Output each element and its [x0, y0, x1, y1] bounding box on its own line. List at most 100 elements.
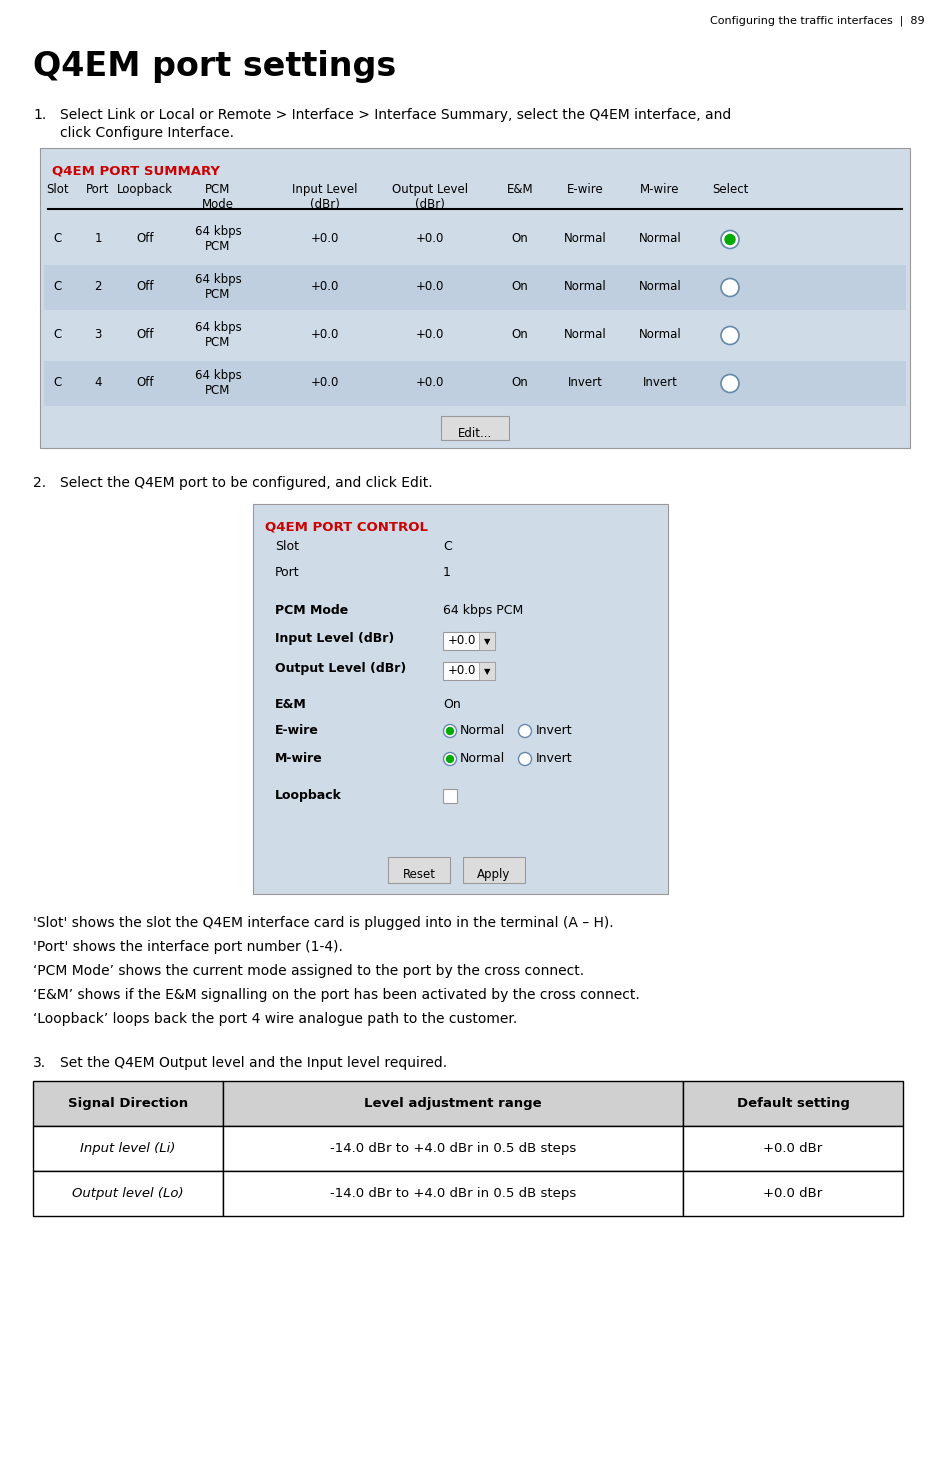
Text: Off: Off: [136, 280, 154, 293]
FancyBboxPatch shape: [33, 1126, 223, 1171]
Text: C: C: [54, 328, 62, 341]
Text: 1: 1: [443, 566, 451, 579]
Text: Apply: Apply: [477, 868, 511, 881]
Text: 'Slot' shows the slot the Q4EM interface card is plugged into in the terminal (A: 'Slot' shows the slot the Q4EM interface…: [33, 916, 613, 930]
Text: Reset: Reset: [402, 868, 436, 881]
FancyBboxPatch shape: [223, 1171, 683, 1216]
FancyBboxPatch shape: [253, 504, 668, 894]
Text: Select: Select: [711, 184, 748, 195]
Text: Normal: Normal: [460, 725, 505, 736]
Text: +0.0: +0.0: [311, 328, 340, 341]
Text: Off: Off: [136, 328, 154, 341]
Text: 2.: 2.: [33, 475, 47, 490]
Text: Select the Q4EM port to be configured, and click Edit.: Select the Q4EM port to be configured, a…: [60, 475, 433, 490]
Text: Output Level (dBr): Output Level (dBr): [275, 662, 406, 675]
Text: +0.0: +0.0: [311, 232, 340, 245]
FancyBboxPatch shape: [40, 149, 910, 448]
Text: Q4EM port settings: Q4EM port settings: [33, 50, 397, 83]
Text: C: C: [54, 232, 62, 245]
Circle shape: [725, 235, 735, 245]
FancyBboxPatch shape: [33, 1171, 223, 1216]
Text: Signal Direction: Signal Direction: [68, 1096, 188, 1110]
Text: Select Link or Local or Remote > Interface > Interface Summary, select the Q4EM : Select Link or Local or Remote > Interfa…: [60, 108, 731, 122]
Text: On: On: [512, 232, 529, 245]
Text: 4: 4: [94, 376, 102, 389]
Text: Q4EM PORT SUMMARY: Q4EM PORT SUMMARY: [52, 163, 220, 176]
Circle shape: [721, 278, 739, 296]
Text: 1.: 1.: [33, 108, 47, 122]
Text: +0.0 dBr: +0.0 dBr: [764, 1142, 823, 1155]
Text: +0.0: +0.0: [311, 280, 340, 293]
Text: On: On: [512, 376, 529, 389]
FancyBboxPatch shape: [683, 1126, 903, 1171]
Text: +0.0: +0.0: [448, 663, 476, 677]
Text: 'Port' shows the interface port number (1-4).: 'Port' shows the interface port number (…: [33, 940, 343, 954]
Text: ‘E&M’ shows if the E&M signalling on the port has been activated by the cross co: ‘E&M’ shows if the E&M signalling on the…: [33, 989, 640, 1002]
Text: Output Level
(dBr): Output Level (dBr): [392, 184, 468, 211]
Text: Loopback: Loopback: [275, 789, 341, 802]
Text: Normal: Normal: [639, 280, 681, 293]
Text: E&M: E&M: [275, 698, 307, 712]
Text: PCM Mode: PCM Mode: [275, 604, 348, 617]
FancyBboxPatch shape: [683, 1171, 903, 1216]
Text: 1: 1: [94, 232, 102, 245]
Text: +0.0: +0.0: [311, 376, 340, 389]
Text: E-wire: E-wire: [567, 184, 603, 195]
Text: Default setting: Default setting: [737, 1096, 849, 1110]
Text: ▼: ▼: [484, 637, 491, 646]
FancyBboxPatch shape: [33, 1080, 223, 1126]
Text: 64 kbps
PCM: 64 kbps PCM: [195, 273, 242, 300]
Text: On: On: [512, 280, 529, 293]
Text: 3: 3: [94, 328, 102, 341]
FancyBboxPatch shape: [479, 662, 495, 679]
Text: +0.0: +0.0: [416, 376, 444, 389]
FancyBboxPatch shape: [441, 416, 509, 440]
Text: E-wire: E-wire: [275, 725, 319, 736]
Text: -14.0 dBr to +4.0 dBr in 0.5 dB steps: -14.0 dBr to +4.0 dBr in 0.5 dB steps: [330, 1142, 576, 1155]
FancyBboxPatch shape: [223, 1126, 683, 1171]
Text: Normal: Normal: [564, 280, 607, 293]
Text: Level adjustment range: Level adjustment range: [364, 1096, 542, 1110]
FancyBboxPatch shape: [443, 662, 495, 679]
Text: Configuring the traffic interfaces  |  89: Configuring the traffic interfaces | 89: [710, 15, 925, 25]
Text: Q4EM PORT CONTROL: Q4EM PORT CONTROL: [265, 521, 428, 534]
Text: Slot: Slot: [275, 539, 299, 553]
Text: E&M: E&M: [507, 184, 534, 195]
Text: Invert: Invert: [536, 752, 573, 765]
FancyBboxPatch shape: [443, 789, 457, 803]
FancyBboxPatch shape: [44, 265, 906, 311]
Text: -14.0 dBr to +4.0 dBr in 0.5 dB steps: -14.0 dBr to +4.0 dBr in 0.5 dB steps: [330, 1187, 576, 1200]
Text: Invert: Invert: [536, 725, 573, 736]
Text: 64 kbps
PCM: 64 kbps PCM: [195, 225, 242, 252]
Text: 64 kbps PCM: 64 kbps PCM: [443, 604, 523, 617]
Circle shape: [721, 230, 739, 248]
Text: Output level (Lo): Output level (Lo): [72, 1187, 184, 1200]
Circle shape: [721, 327, 739, 344]
Text: ▼: ▼: [484, 666, 491, 677]
Text: Set the Q4EM Output level and the Input level required.: Set the Q4EM Output level and the Input …: [60, 1056, 447, 1070]
Text: C: C: [54, 280, 62, 293]
Circle shape: [447, 728, 454, 735]
Text: +0.0: +0.0: [416, 232, 444, 245]
Text: ‘Loopback’ loops back the port 4 wire analogue path to the customer.: ‘Loopback’ loops back the port 4 wire an…: [33, 1012, 517, 1026]
Text: ‘PCM Mode’ shows the current mode assigned to the port by the cross connect.: ‘PCM Mode’ shows the current mode assign…: [33, 964, 584, 978]
Text: Slot: Slot: [47, 184, 69, 195]
Text: Normal: Normal: [564, 232, 607, 245]
Text: +0.0: +0.0: [416, 280, 444, 293]
FancyBboxPatch shape: [683, 1080, 903, 1126]
Text: 2: 2: [94, 280, 102, 293]
Text: Normal: Normal: [564, 328, 607, 341]
Text: Normal: Normal: [639, 232, 681, 245]
FancyBboxPatch shape: [443, 631, 495, 650]
FancyBboxPatch shape: [463, 857, 525, 884]
FancyBboxPatch shape: [479, 631, 495, 650]
Text: Off: Off: [136, 232, 154, 245]
Text: On: On: [512, 328, 529, 341]
Text: M-wire: M-wire: [640, 184, 680, 195]
Text: Input level (Li): Input level (Li): [80, 1142, 176, 1155]
Circle shape: [518, 725, 532, 738]
FancyBboxPatch shape: [223, 1080, 683, 1126]
Text: 3.: 3.: [33, 1056, 47, 1070]
Text: Off: Off: [136, 376, 154, 389]
Text: Input Level (dBr): Input Level (dBr): [275, 631, 395, 644]
